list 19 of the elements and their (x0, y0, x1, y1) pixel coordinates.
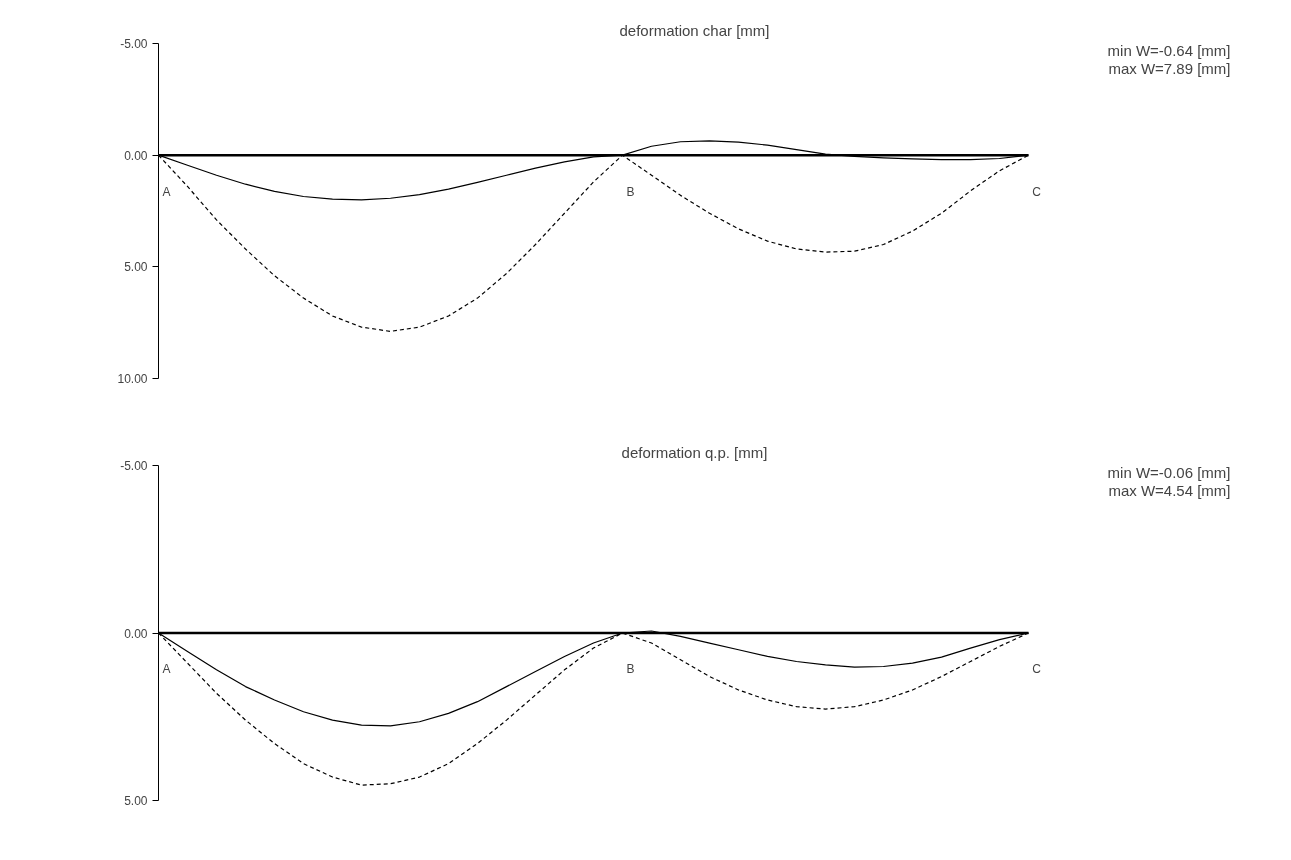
y-tick-label: -5.00 (120, 459, 148, 473)
annotation: B (626, 662, 635, 677)
text: C (1032, 184, 1042, 199)
text: min W=-0.64 [mm] (1107, 41, 1231, 59)
y-tick-label: -5.00 (120, 37, 148, 51)
y-tick-label: 10.00 (117, 372, 148, 386)
text: C (1032, 662, 1042, 677)
y-tick-label: 5.00 (124, 260, 148, 275)
chart-title: deformation char [mm] (619, 21, 770, 39)
text: max W=7.89 [mm] (1108, 59, 1231, 77)
y-tick-label: 0.00 (124, 626, 148, 641)
y-tick-label: 5.00 (124, 794, 148, 808)
y-tick-label: 0.00 (124, 148, 148, 163)
text: max W=4.54 [mm] (1108, 481, 1231, 499)
annotation: B (626, 184, 635, 199)
chart-title: deformation q.p. [mm] (621, 443, 768, 461)
annotation: A (162, 662, 171, 677)
text: min W=-0.06 [mm] (1107, 463, 1231, 481)
annotation: A (162, 184, 171, 199)
